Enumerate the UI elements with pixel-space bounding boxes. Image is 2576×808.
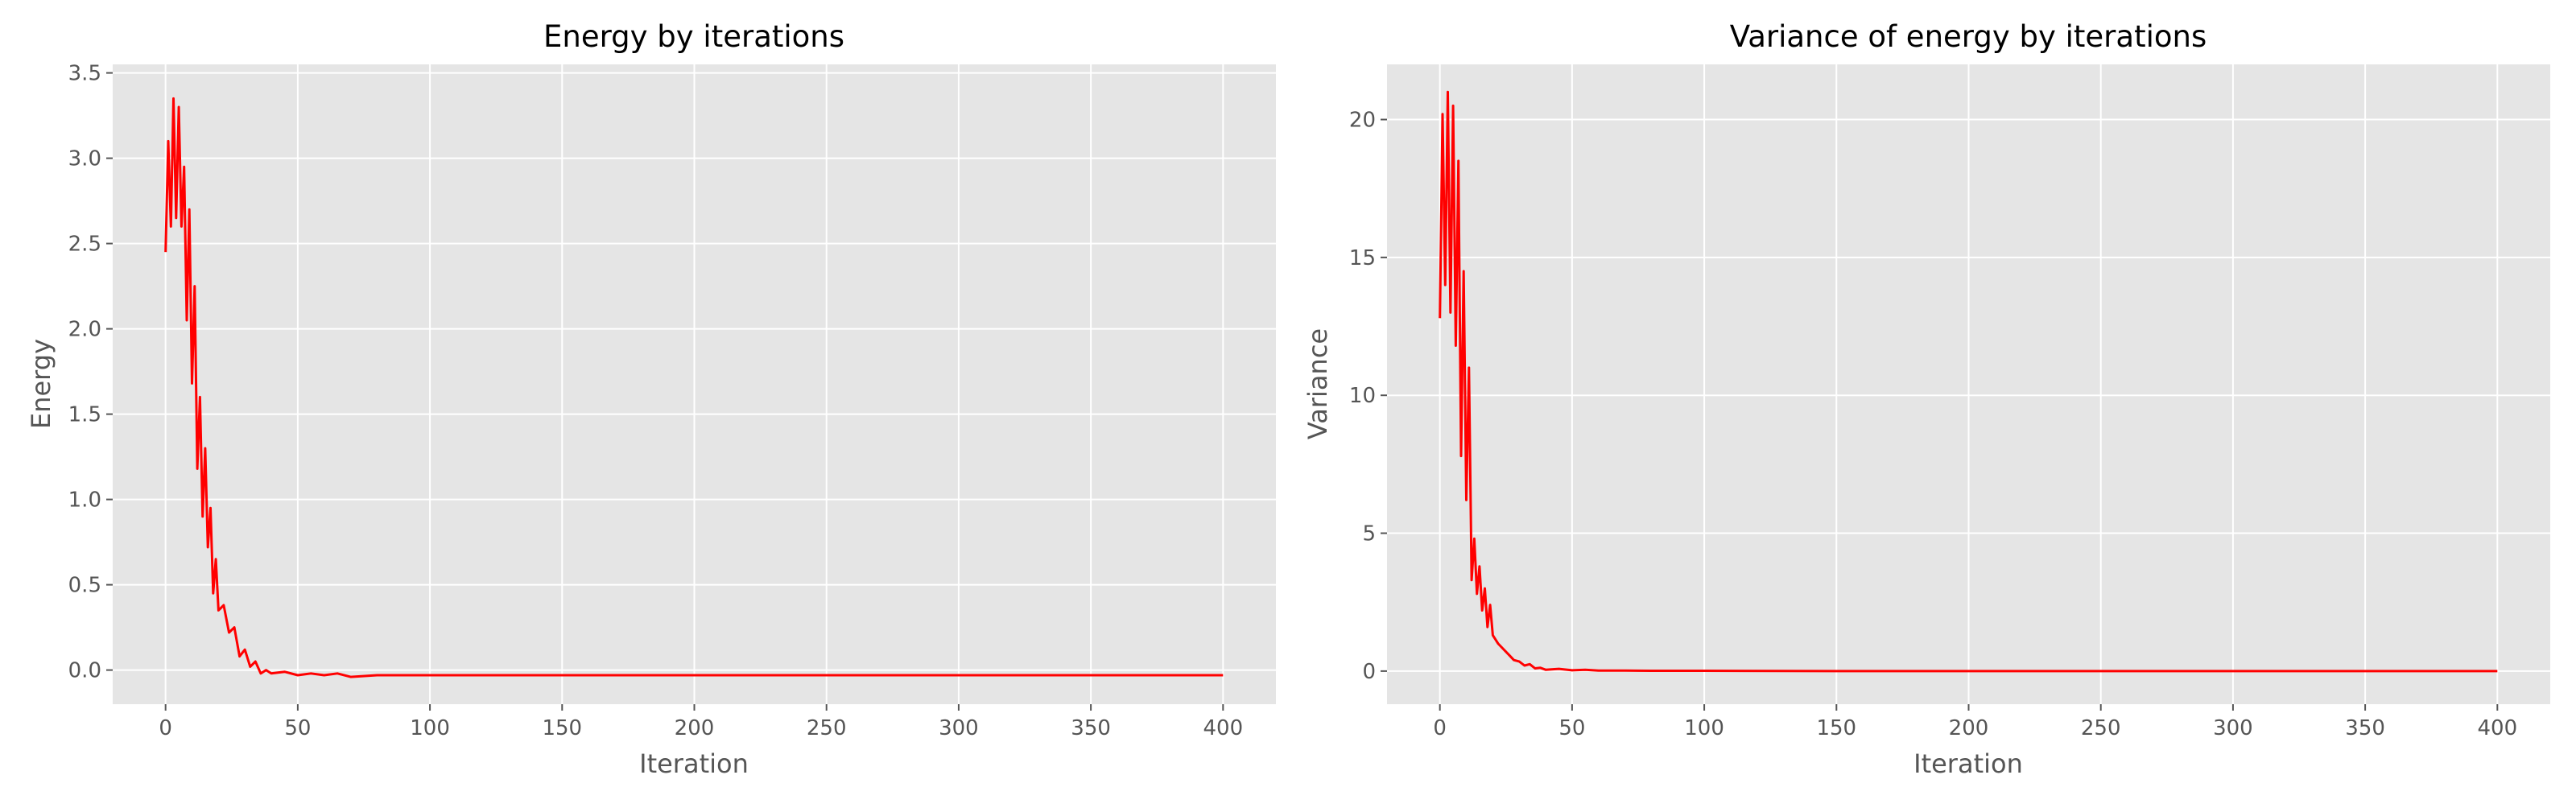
- y-tick-label: 0.5: [68, 574, 101, 598]
- x-tick-label: 100: [1684, 716, 1724, 740]
- x-tick-label: 150: [542, 716, 582, 740]
- x-tick-label: 350: [1071, 716, 1111, 740]
- variance-chart: 0 50 100 150 200 250 300 350 400 0 5 10 15 20 Varian…: [1302, 19, 2550, 779]
- y-tick-label: 15: [1349, 246, 1376, 270]
- y-tick-label: 0: [1362, 660, 1376, 684]
- y-tick-label: 0.0: [68, 659, 101, 683]
- y-tick-label: 5: [1362, 522, 1376, 546]
- y-tick-labels: 0.0 0.5 1.0 1.5 2.0 2.5 3.0 3.5: [68, 62, 113, 683]
- y-tick-label: 2.5: [68, 233, 101, 257]
- y-axis-label: Variance: [1302, 328, 1333, 439]
- x-tick-labels: 0 50 100 150 200 250 300 350 400: [1433, 704, 2517, 740]
- x-tick-label: 200: [1949, 716, 1989, 740]
- x-tick-label: 100: [410, 716, 450, 740]
- x-tick-label: 0: [1433, 716, 1447, 740]
- series-lines: [164, 97, 1224, 678]
- x-axis-label: Iteration: [639, 748, 749, 779]
- x-tick-label: 50: [284, 716, 311, 740]
- y-tick-label: 1.0: [68, 489, 101, 513]
- x-tick-labels: 0 50 100 150 200 250 300 350 400: [159, 704, 1243, 740]
- y-axis-label: Energy: [26, 339, 56, 429]
- x-tick-label: 250: [2081, 716, 2121, 740]
- x-axis-label: Iteration: [1913, 748, 2023, 779]
- y-tick-labels: 0 5 10 15 20: [1349, 109, 1387, 684]
- series-line: [1439, 90, 2498, 673]
- y-tick-label: 1.5: [68, 403, 101, 427]
- y-tick-label: 3.0: [68, 147, 101, 171]
- x-tick-label: 50: [1558, 716, 1585, 740]
- x-tick-label: 200: [675, 716, 715, 740]
- chart-title: Variance of energy by iterations: [1730, 19, 2207, 54]
- grid-lines: [113, 64, 1276, 704]
- x-tick-label: 350: [2345, 716, 2385, 740]
- x-tick-label: 300: [2213, 716, 2253, 740]
- x-tick-label: 150: [1816, 716, 1856, 740]
- y-tick-label: 10: [1349, 384, 1376, 408]
- x-tick-label: 400: [2477, 716, 2517, 740]
- energy-chart: 0 50 100 150 200 250 300 350 400 0.0 0.5 1.0 1.5 2.0…: [26, 19, 1276, 779]
- series-line: [164, 97, 1224, 678]
- y-tick-label: 20: [1349, 109, 1376, 133]
- x-tick-label: 300: [939, 716, 979, 740]
- x-tick-label: 400: [1203, 716, 1243, 740]
- x-tick-label: 0: [159, 716, 172, 740]
- y-tick-label: 2.0: [68, 318, 101, 342]
- chart-title: Energy by iterations: [543, 19, 844, 54]
- x-tick-label: 250: [807, 716, 847, 740]
- series-lines: [1439, 90, 2498, 673]
- y-tick-label: 3.5: [68, 62, 101, 86]
